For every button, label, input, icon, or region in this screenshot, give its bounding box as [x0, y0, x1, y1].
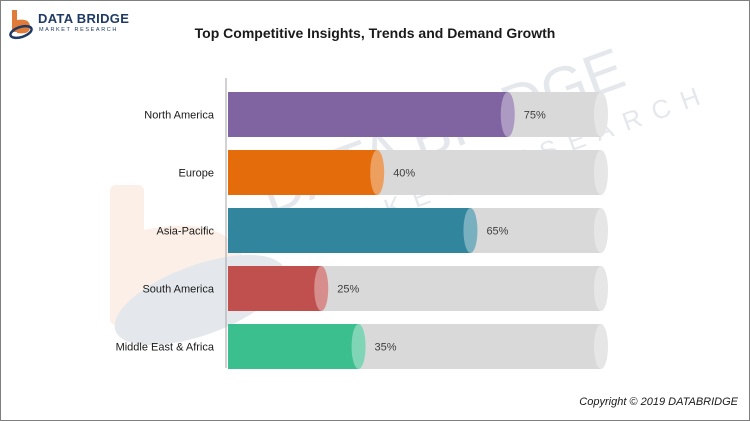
value-label-middle-east-africa: 35% [375, 342, 397, 354]
bar-cap-south-america [314, 266, 329, 311]
bar-middle-east-africa [228, 324, 359, 369]
bar-track-cap-north-america [594, 92, 608, 137]
value-label-south-america: 25% [337, 284, 359, 296]
bar-south-america [228, 266, 322, 311]
category-label-asia-pacific: Asia-Pacific [157, 226, 215, 238]
bar-cap-europe [370, 150, 385, 195]
brand-mark-icon [9, 10, 33, 40]
value-label-asia-pacific: 65% [486, 226, 508, 238]
bar-track-cap-middle-east-africa [594, 324, 608, 369]
brand-logo: DATA BRIDGE MARKET RESEARCH [8, 8, 148, 42]
brand-name: DATA BRIDGE [38, 11, 130, 26]
category-label-middle-east-africa: Middle East & Africa [116, 342, 215, 354]
bar-cap-north-america [500, 92, 515, 137]
category-label-north-america: North America [144, 110, 215, 122]
brand-tagline: MARKET RESEARCH [39, 27, 118, 33]
category-label-europe: Europe [179, 168, 214, 180]
watermark: DATA BRIDGE MARKET RESEARCH [110, 36, 715, 346]
copyright-text: Copyright © 2019 DATABRIDGE [579, 396, 738, 408]
bars: North America 75% Europe 40% Asia-Pacific 65%… [116, 92, 608, 369]
value-label-north-america: 75% [524, 110, 546, 122]
bar-track-cap-europe [594, 150, 608, 195]
bar-north-america [228, 92, 508, 137]
bar-asia-pacific [228, 208, 471, 253]
bar-cap-middle-east-africa [351, 324, 366, 369]
chart-title: Top Competitive Insights, Trends and Dem… [194, 25, 556, 41]
bar-track-cap-asia-pacific [594, 208, 608, 253]
bar-cap-asia-pacific [463, 208, 478, 253]
bar-track-cap-south-america [594, 266, 608, 311]
category-label-south-america: South America [142, 284, 214, 296]
value-label-europe: 40% [393, 168, 415, 180]
bar-europe [228, 150, 378, 195]
